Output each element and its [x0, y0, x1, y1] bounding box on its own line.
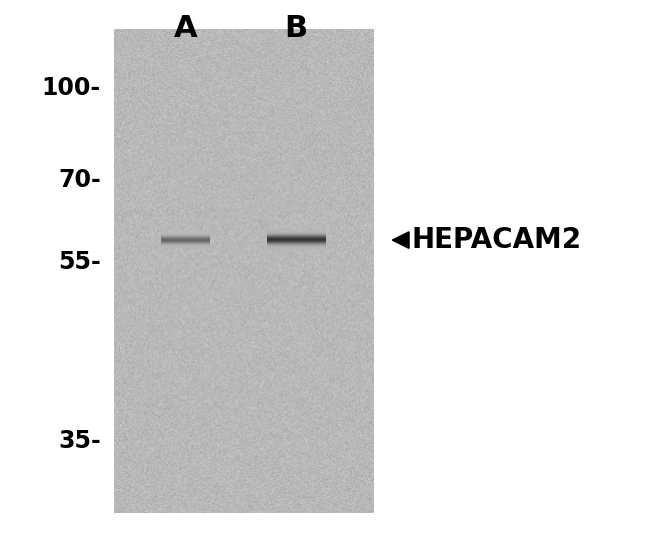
Text: HEPACAM2: HEPACAM2	[411, 226, 581, 254]
Text: 100-: 100-	[42, 76, 101, 100]
Text: 55-: 55-	[58, 250, 101, 274]
Text: B: B	[284, 14, 307, 42]
Text: A: A	[174, 14, 197, 42]
Text: 35-: 35-	[58, 428, 101, 453]
Text: 70-: 70-	[58, 168, 101, 192]
